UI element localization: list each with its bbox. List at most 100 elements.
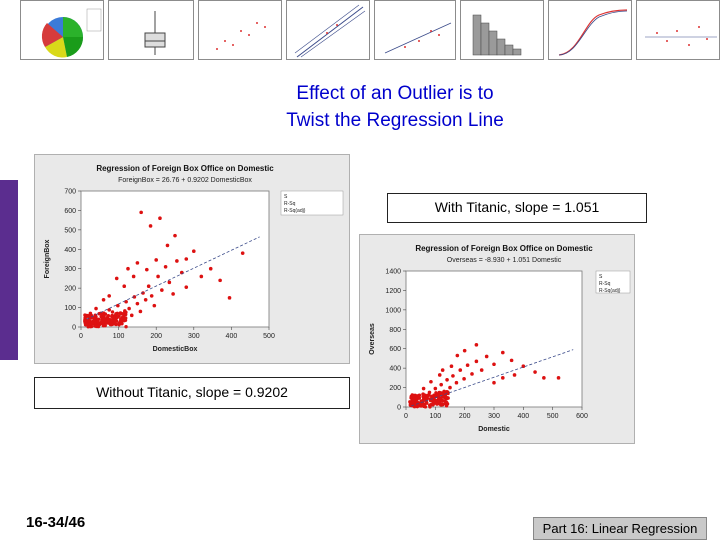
x-tick-label: 600 [576,413,588,420]
data-point [470,372,474,376]
data-point [429,379,433,384]
x-tick-label: 100 [113,333,125,340]
data-point [462,377,466,381]
chart-equation: ForeignBox = 26.76 + 0.9202 DomesticBox [118,177,252,184]
data-point [163,264,168,269]
data-point [445,378,449,382]
data-point [446,391,450,396]
y-tick-label: 0 [72,325,76,332]
data-point [104,320,109,325]
thumbnail-boxplot[interactable] [108,0,194,60]
thumbnail-pie-chart[interactable] [20,0,104,60]
data-point [149,294,154,298]
chart-title: Regression of Foreign Box Office on Dome… [96,164,274,173]
data-point [439,382,443,387]
x-tick-label: 400 [226,333,238,340]
data-point [436,392,441,397]
y-tick-label: 500 [64,227,76,234]
stats-box [595,270,631,294]
y-tick-label: 1000 [385,307,401,314]
chart-without-titanic: Regression of Foreign Box Office on Dome… [34,154,350,364]
data-point [154,258,158,262]
data-point [139,210,143,215]
data-point [443,399,447,403]
data-point [458,368,463,372]
data-point [411,398,416,402]
data-point [208,266,213,271]
chart-title: Regression of Foreign Box Office on Dome… [415,244,593,253]
callout-with-titanic: With Titanic, slope = 1.051 [387,193,647,223]
data-point [419,403,424,408]
y-tick-label: 100 [64,305,76,312]
data-point [148,224,153,228]
y-tick-label: 600 [389,346,401,353]
data-point [512,373,517,377]
x-tick-label: 500 [547,413,559,420]
data-point [501,376,505,380]
data-point [421,386,426,391]
data-point [440,368,445,372]
data-point [129,313,134,318]
x-tick-label: 200 [459,413,471,420]
stats-label: R-Sq(adj) [599,288,621,294]
data-point [492,380,496,385]
stats-box [280,190,344,216]
thumbnail-formula-scatter[interactable] [374,0,456,60]
y-tick-label: 1400 [385,269,401,276]
data-point [484,354,489,359]
data-point [99,314,103,319]
plot-area [80,190,270,328]
data-point [437,373,442,377]
data-point [143,298,148,302]
data-point [102,314,106,318]
x-tick-label: 200 [150,333,162,340]
thumbnail-probability-plot[interactable] [286,0,370,60]
data-point [115,315,119,320]
thumbnail-scatter[interactable] [198,0,282,60]
x-tick-label: 500 [263,333,275,340]
data-point [90,321,95,326]
data-point [118,311,123,315]
data-point [454,380,459,385]
thumbnail-residual-plot[interactable] [636,0,720,60]
slide-title: Effect of an Outlier is to Twist the Reg… [200,80,590,134]
data-point [171,292,175,296]
scatter-plot-without-titanic: Regression of Foreign Box Office on Dome… [44,164,344,353]
left-accent-bar [0,62,18,540]
data-point [435,402,439,406]
data-point [126,266,130,271]
data-point [173,233,177,238]
data-point [465,363,470,368]
data-point [152,303,157,308]
data-point [92,317,96,322]
x-tick-label: 300 [488,413,500,420]
data-point [184,285,189,289]
data-point [114,276,119,281]
thumbnail-histogram[interactable] [460,0,544,60]
data-point [501,350,505,355]
y-tick-label: 600 [64,208,76,215]
data-point [156,274,160,279]
data-point [122,284,127,288]
regression-line [411,349,574,407]
x-axis-label: DomesticBox [153,346,198,353]
formula-scatter-icon [384,11,452,54]
data-point [135,301,140,306]
stats-label: R-Sq [599,281,611,287]
data-point [158,216,162,220]
data-point [479,368,484,372]
thumbnail-cdf-curve[interactable] [548,0,632,60]
data-point [107,294,111,298]
data-point [449,364,454,368]
data-point [492,362,496,367]
data-point [167,280,172,285]
scatter-plot-with-titanic: Regression of Foreign Box Office on Dome… [369,244,631,433]
data-point [184,257,189,261]
data-point [101,317,106,322]
residual-plot-icon [645,26,717,46]
data-point [114,312,118,316]
data-point [417,395,421,400]
stats-label: R-Sq [284,201,296,207]
slide-section-label: Part 16: Linear Regression [533,517,707,540]
y-tick-label: 800 [389,327,401,334]
